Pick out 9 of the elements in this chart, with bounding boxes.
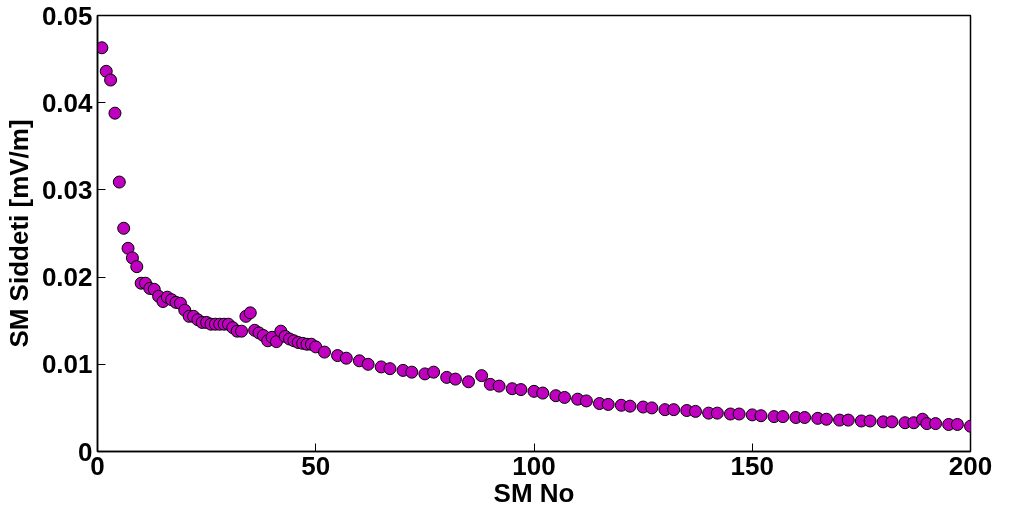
x-tick-label: 50 [301, 450, 331, 481]
y-axis-title: SM Siddeti [mV/m] [3, 119, 34, 348]
y-tick-label: 0.02 [41, 262, 93, 293]
y-tick-label: 0.03 [41, 174, 93, 205]
x-tick-label: 200 [948, 450, 993, 481]
y-tick-label: 0.04 [41, 87, 94, 118]
x-tick-label: 150 [730, 450, 774, 481]
y-tick-label: 0.05 [41, 0, 93, 31]
y-tick-label: 0.01 [41, 349, 93, 380]
